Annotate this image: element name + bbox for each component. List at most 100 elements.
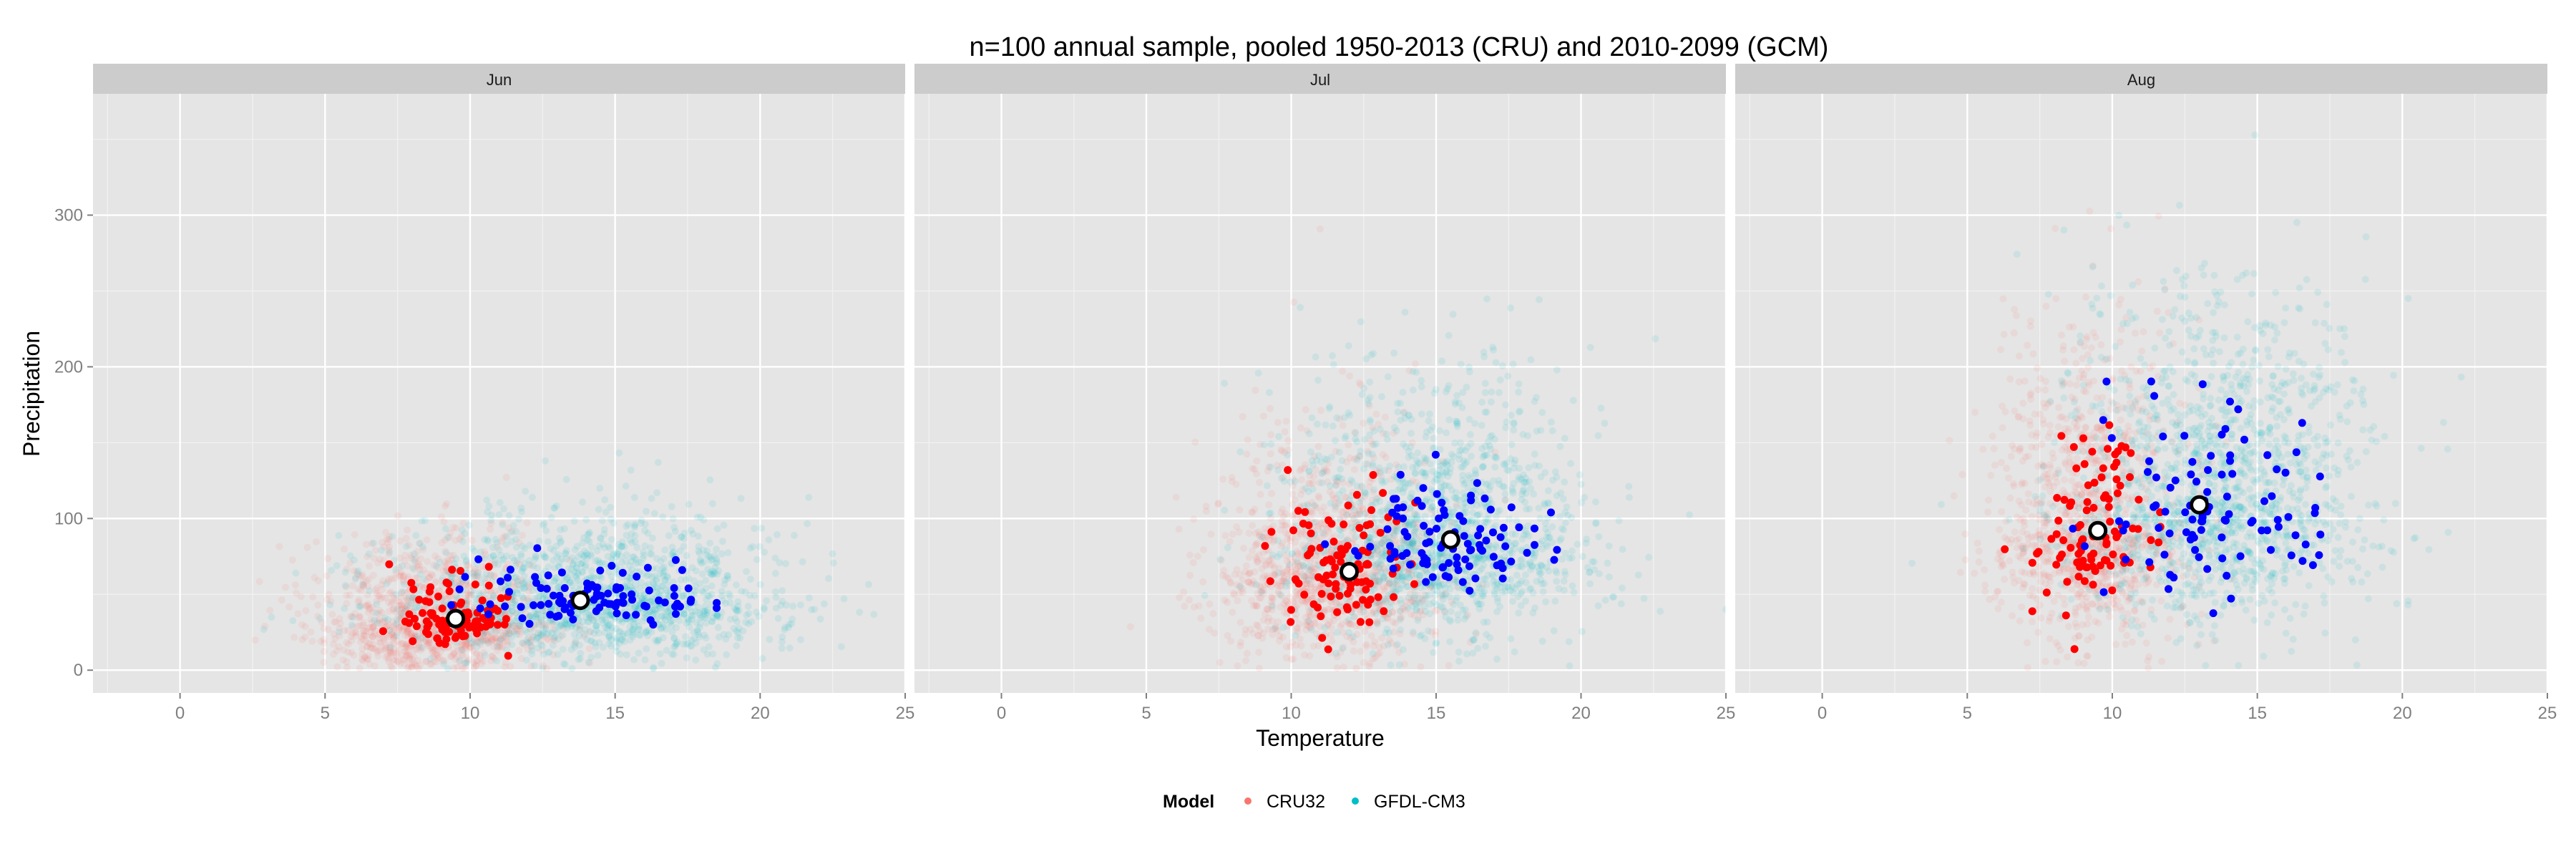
sample-point [560,584,569,592]
pooled-point [1463,525,1470,532]
pooled-point [369,633,376,641]
pooled-point [1289,475,1297,483]
pooled-point [570,560,577,568]
pooled-point [1327,546,1335,554]
pooled-point [1479,463,1486,471]
pooled-point [592,622,600,630]
pooled-point [409,593,416,601]
pooled-point [638,594,646,602]
pooled-point [613,643,620,651]
pooled-point [489,635,497,643]
pooled-point [1289,490,1297,498]
pooled-point [1413,571,1420,578]
pooled-point [451,649,459,656]
pooled-point [398,588,406,596]
pooled-point [1292,611,1300,618]
pooled-point [537,614,545,622]
pooled-point [1312,583,1319,591]
pooled-point [1378,393,1385,401]
pooled-point [369,623,376,631]
pooled-point [497,584,505,592]
pooled-point [724,549,732,557]
pooled-point [525,613,533,621]
pooled-point [1291,477,1299,485]
pooled-point [1286,593,1293,601]
pooled-point [575,632,583,640]
pooled-point [1287,555,1294,563]
pooled-point [1335,500,1342,508]
pooled-point [397,571,405,578]
pooled-point [587,573,595,581]
pooled-point [432,562,440,570]
pooled-point [1321,530,1329,538]
pooled-point [462,641,469,649]
sample-point [422,628,430,636]
pooled-point [489,543,497,551]
pooled-point [1261,610,1269,618]
pooled-point [410,653,418,661]
pooled-point [695,608,703,616]
pooled-point [1422,433,1430,441]
pooled-point [1350,515,1358,523]
pooled-point [1448,450,1455,458]
sample-point [525,620,534,628]
pooled-point [1410,510,1418,518]
pooled-point [360,618,368,626]
pooled-point [389,656,397,664]
pooled-point [499,519,507,527]
pooled-point [468,640,475,648]
pooled-point [482,570,490,578]
pooled-point [1418,516,1425,524]
pooled-point [1357,381,1365,389]
pooled-point [756,543,763,550]
pooled-point [444,665,452,672]
pooled-point [507,663,514,671]
pooled-point [381,644,389,652]
pooled-point [344,626,352,634]
pooled-point [765,536,773,544]
pooled-point [542,625,550,633]
pooled-point [1415,614,1423,622]
pooled-point [407,551,415,559]
pooled-point [641,596,648,604]
pooled-point [1426,460,1434,467]
pooled-point [419,545,427,553]
pooled-point [434,651,441,659]
pooled-point [1269,631,1277,639]
pooled-point [1543,533,1551,541]
pooled-point [425,637,433,645]
pooled-point [726,616,734,623]
pooled-point [1274,582,1282,590]
pooled-point [1381,413,1389,421]
sample-point [537,601,545,609]
sample-point [442,635,451,644]
pooled-point [1570,588,1578,596]
pooled-point [735,607,743,614]
pooled-point [335,643,343,651]
pooled-point [426,660,434,668]
pooled-point [1307,448,1314,456]
pooled-point [1537,569,1545,577]
pooled-point [653,584,661,592]
pooled-point [1207,530,1215,538]
pooled-point [403,652,410,660]
pooled-point [562,619,570,627]
pooled-point [471,547,479,555]
pooled-point [1336,603,1344,611]
pooled-point [626,636,634,644]
pooled-point [1412,525,1420,533]
pooled-point [1435,472,1443,480]
pooled-point [261,622,269,630]
pooled-point [680,543,688,550]
pooled-point [331,618,338,626]
pooled-point [651,583,659,591]
pooled-point [1365,483,1373,491]
pooled-point [1245,553,1253,561]
pooled-point [721,599,729,607]
pooled-point [1491,448,1499,456]
pooled-point [1327,549,1335,557]
pooled-point [464,641,472,649]
pooled-point [496,643,504,651]
pooled-point [608,610,615,618]
